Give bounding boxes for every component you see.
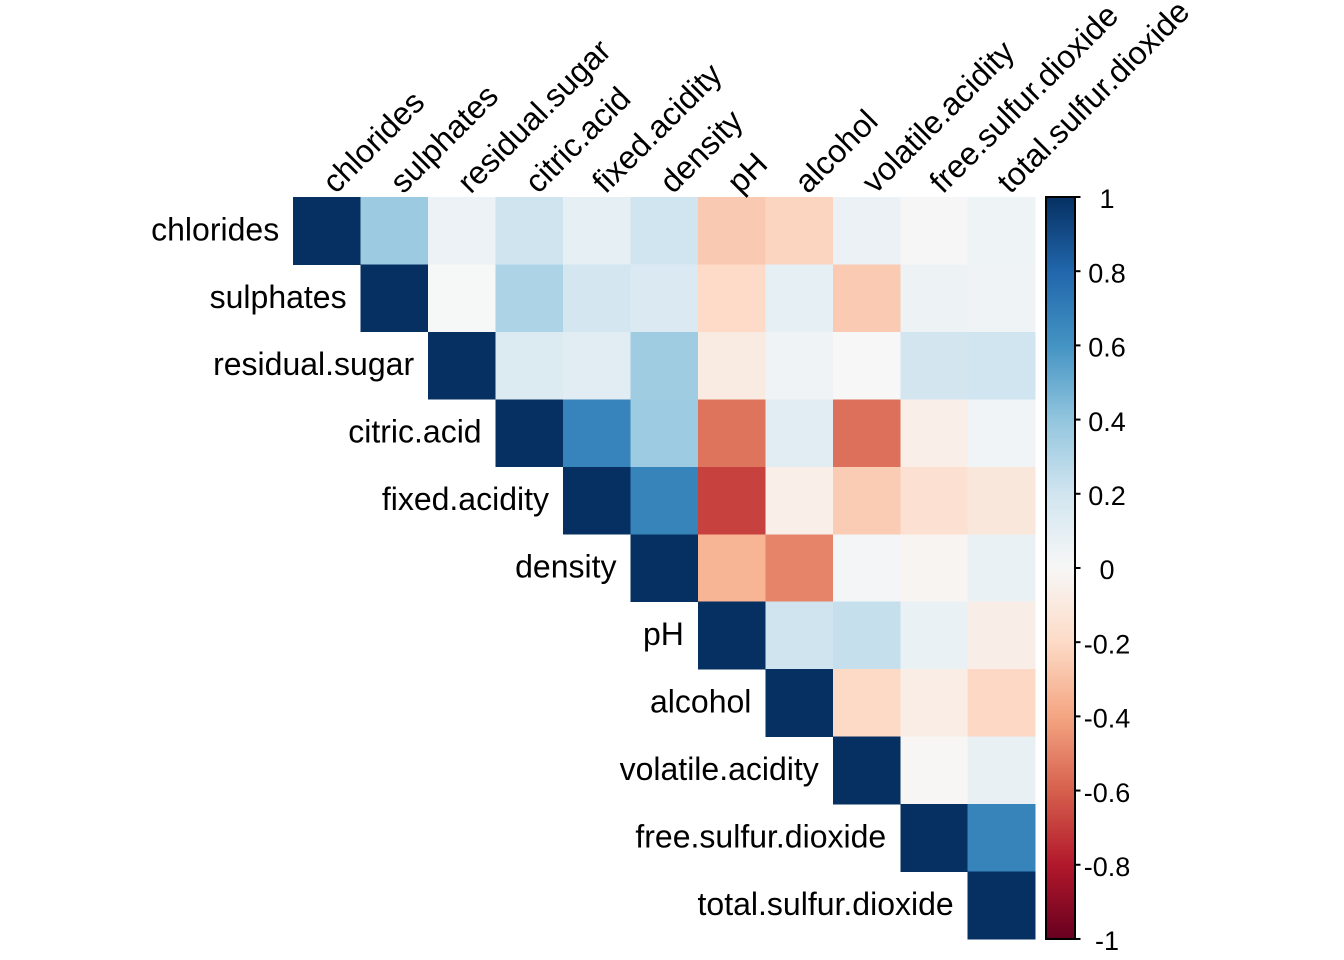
svg-text:0.8: 0.8	[1088, 258, 1126, 288]
svg-text:0: 0	[1099, 555, 1114, 585]
svg-text:0.2: 0.2	[1088, 481, 1126, 511]
svg-text:1: 1	[1099, 184, 1114, 214]
svg-text:-0.6: -0.6	[1084, 778, 1131, 808]
svg-text:chlorides: chlorides	[151, 211, 279, 247]
svg-text:sulphates: sulphates	[210, 279, 347, 315]
svg-text:total.sulfur.dioxide: total.sulfur.dioxide	[698, 886, 954, 922]
svg-text:-0.4: -0.4	[1084, 704, 1131, 734]
svg-text:fixed.acidity: fixed.acidity	[382, 481, 549, 517]
svg-text:0.4: 0.4	[1088, 407, 1126, 437]
svg-text:-1: -1	[1095, 926, 1119, 956]
svg-text:free.sulfur.dioxide: free.sulfur.dioxide	[635, 818, 886, 854]
svg-text:alcohol: alcohol	[650, 683, 751, 719]
svg-text:0.6: 0.6	[1088, 333, 1126, 363]
svg-text:-0.2: -0.2	[1084, 629, 1131, 659]
svg-text:volatile.acidity: volatile.acidity	[620, 751, 819, 787]
svg-text:pH: pH	[643, 616, 684, 652]
svg-text:citric.acid: citric.acid	[348, 414, 481, 450]
svg-text:residual.sugar: residual.sugar	[213, 346, 414, 382]
svg-text:-0.8: -0.8	[1084, 852, 1131, 882]
svg-text:density: density	[515, 549, 616, 585]
